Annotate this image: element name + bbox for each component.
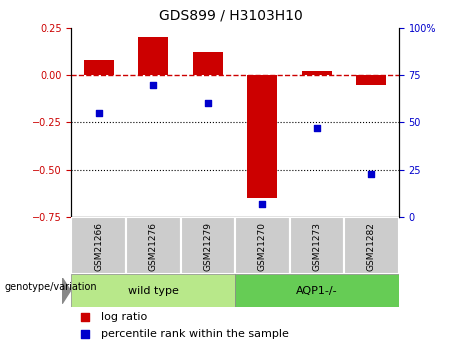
Bar [235, 274, 399, 307]
Bar [71, 274, 235, 307]
Text: GSM21276: GSM21276 [149, 222, 158, 271]
Bar [290, 217, 344, 274]
Bar [71, 217, 126, 274]
Bar [84, 60, 114, 75]
Bar [356, 75, 386, 85]
Bar [235, 217, 290, 274]
Text: GSM21270: GSM21270 [258, 222, 267, 271]
Text: GDS899 / H3103H10: GDS899 / H3103H10 [159, 9, 302, 23]
Point [368, 171, 375, 176]
Bar [302, 71, 332, 75]
Text: AQP1-/-: AQP1-/- [296, 286, 338, 296]
Bar [138, 37, 168, 75]
Point [81, 331, 88, 337]
Point [313, 125, 321, 131]
Bar [248, 75, 278, 198]
Text: percentile rank within the sample: percentile rank within the sample [101, 329, 289, 339]
Text: log ratio: log ratio [101, 312, 147, 322]
Point [259, 201, 266, 207]
Point [95, 110, 102, 116]
Text: GSM21279: GSM21279 [203, 222, 213, 271]
Text: GSM21282: GSM21282 [367, 222, 376, 271]
Bar [193, 52, 223, 75]
Bar [126, 217, 181, 274]
Point [204, 101, 212, 106]
Polygon shape [62, 278, 71, 304]
Bar [344, 217, 399, 274]
Point [149, 82, 157, 87]
Text: GSM21266: GSM21266 [94, 222, 103, 271]
Point [81, 314, 88, 319]
Bar [181, 217, 235, 274]
Text: wild type: wild type [128, 286, 179, 296]
Text: GSM21273: GSM21273 [313, 222, 321, 271]
Text: genotype/variation: genotype/variation [5, 282, 97, 292]
